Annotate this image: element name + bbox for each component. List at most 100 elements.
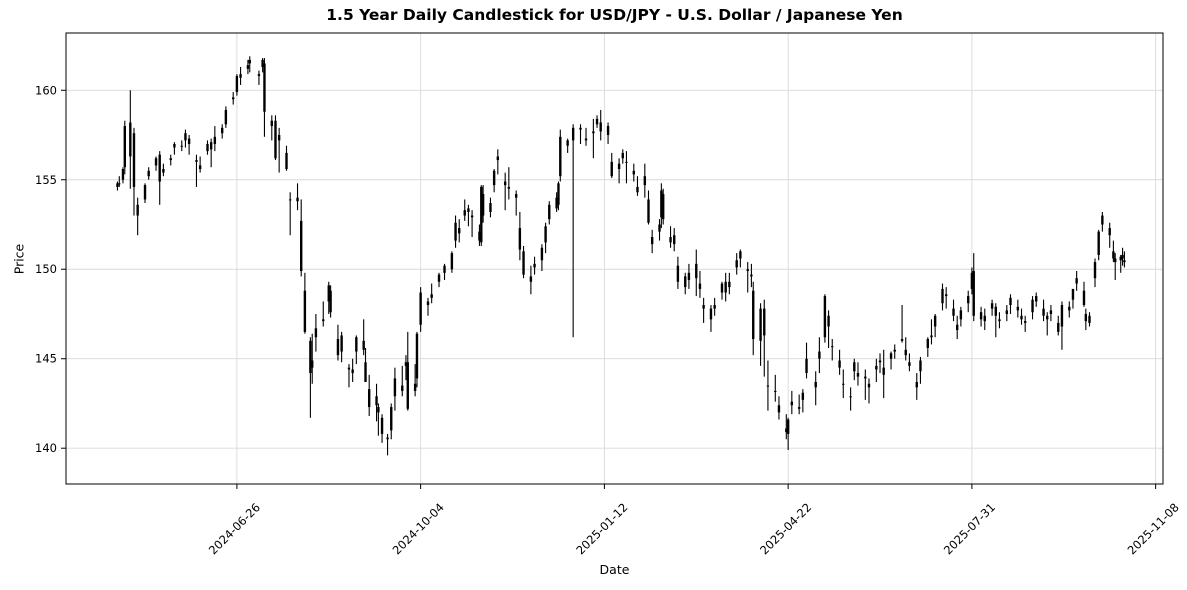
candle-body	[661, 194, 665, 220]
candle-body	[952, 308, 955, 316]
candle-body	[650, 237, 654, 245]
candle-body	[864, 376, 867, 379]
candle-body	[458, 228, 461, 234]
candle-body	[1042, 308, 1045, 316]
candle-body	[1108, 228, 1111, 236]
candle-body	[900, 339, 904, 341]
candle-body	[752, 290, 755, 340]
x-tick-label: 2024-10-04	[390, 500, 447, 557]
candle-body	[220, 127, 224, 134]
candle-body	[1020, 315, 1023, 320]
candle-body	[404, 362, 408, 366]
candle-body	[867, 383, 871, 388]
candle-body	[617, 163, 621, 170]
candle-body	[303, 290, 307, 332]
candle-body	[606, 126, 610, 136]
candle-body	[209, 142, 213, 150]
candle-body	[823, 296, 827, 338]
x-tick-label: 2025-11-08	[1125, 500, 1182, 557]
candle-body	[364, 362, 367, 382]
candle-body	[503, 181, 507, 186]
candle-body	[702, 305, 705, 309]
candle-body	[187, 138, 191, 144]
candle-body	[340, 335, 343, 352]
candle-body	[720, 283, 724, 293]
candle-body	[1035, 296, 1038, 302]
candle-body	[827, 315, 830, 327]
candle-body	[540, 247, 544, 261]
candle-body	[518, 228, 522, 250]
candle-body	[463, 210, 466, 216]
candle-body	[386, 437, 389, 440]
candle-body	[759, 308, 762, 341]
candle-body	[557, 183, 560, 205]
candle-body	[750, 274, 753, 277]
candle-body	[522, 251, 525, 275]
candle-body	[818, 351, 821, 359]
candle-body	[544, 226, 547, 243]
candle-body	[496, 156, 500, 161]
candle-body	[322, 319, 325, 322]
candle-body	[1071, 288, 1075, 300]
x-tick-label: 2025-07-31	[941, 500, 998, 557]
candle-body	[959, 310, 963, 320]
candle-body	[1121, 254, 1124, 259]
candle-body	[184, 133, 187, 141]
candle-body	[941, 288, 944, 304]
candle-body	[419, 292, 422, 325]
candle-body	[595, 118, 599, 125]
candle-body	[1119, 256, 1122, 261]
candle-body	[643, 176, 647, 186]
candle-body	[1123, 260, 1126, 263]
candle-body	[169, 158, 172, 161]
candle-body	[514, 194, 518, 198]
candle-body	[206, 143, 209, 152]
candle-body	[904, 349, 907, 356]
candle-body	[1101, 215, 1104, 225]
candle-body	[684, 276, 687, 288]
candle-body	[814, 381, 817, 388]
candle-body	[713, 305, 716, 309]
candle-body	[559, 136, 562, 177]
candle-body	[1009, 297, 1012, 306]
candle-body	[673, 235, 676, 245]
candle-body	[944, 294, 948, 297]
candle-body	[158, 154, 161, 182]
candle-body	[235, 75, 239, 93]
candle-body	[246, 65, 250, 69]
candle-body	[831, 346, 834, 348]
candle-body	[998, 319, 1001, 322]
candle-body	[347, 367, 351, 370]
candle-body	[875, 365, 878, 370]
candle-body	[375, 396, 378, 406]
candle-body	[724, 281, 727, 293]
candle-body	[274, 120, 277, 159]
candle-body	[470, 215, 474, 218]
candle-body	[478, 231, 481, 241]
candle-body	[380, 417, 384, 434]
candle-body	[990, 303, 994, 309]
candle-body	[856, 373, 860, 377]
candle-body	[147, 170, 150, 177]
candle-body	[437, 274, 441, 282]
candle-body	[972, 271, 975, 316]
candle-body	[314, 328, 318, 338]
candle-body	[296, 197, 299, 202]
candle-body	[285, 152, 288, 170]
candle-body	[709, 308, 713, 320]
candle-body	[467, 208, 470, 212]
candle-body	[123, 126, 127, 168]
candle-body	[632, 170, 635, 175]
candle-body	[406, 362, 409, 409]
candle-body	[1023, 321, 1027, 323]
x-tick-label: 2025-04-22	[757, 500, 814, 557]
candle-body	[548, 204, 551, 220]
candle-body	[1031, 299, 1034, 313]
candle-body	[838, 360, 841, 368]
candle-body	[311, 360, 314, 368]
candle-body	[529, 276, 533, 282]
candle-body	[154, 158, 158, 166]
candle-body	[489, 203, 492, 212]
